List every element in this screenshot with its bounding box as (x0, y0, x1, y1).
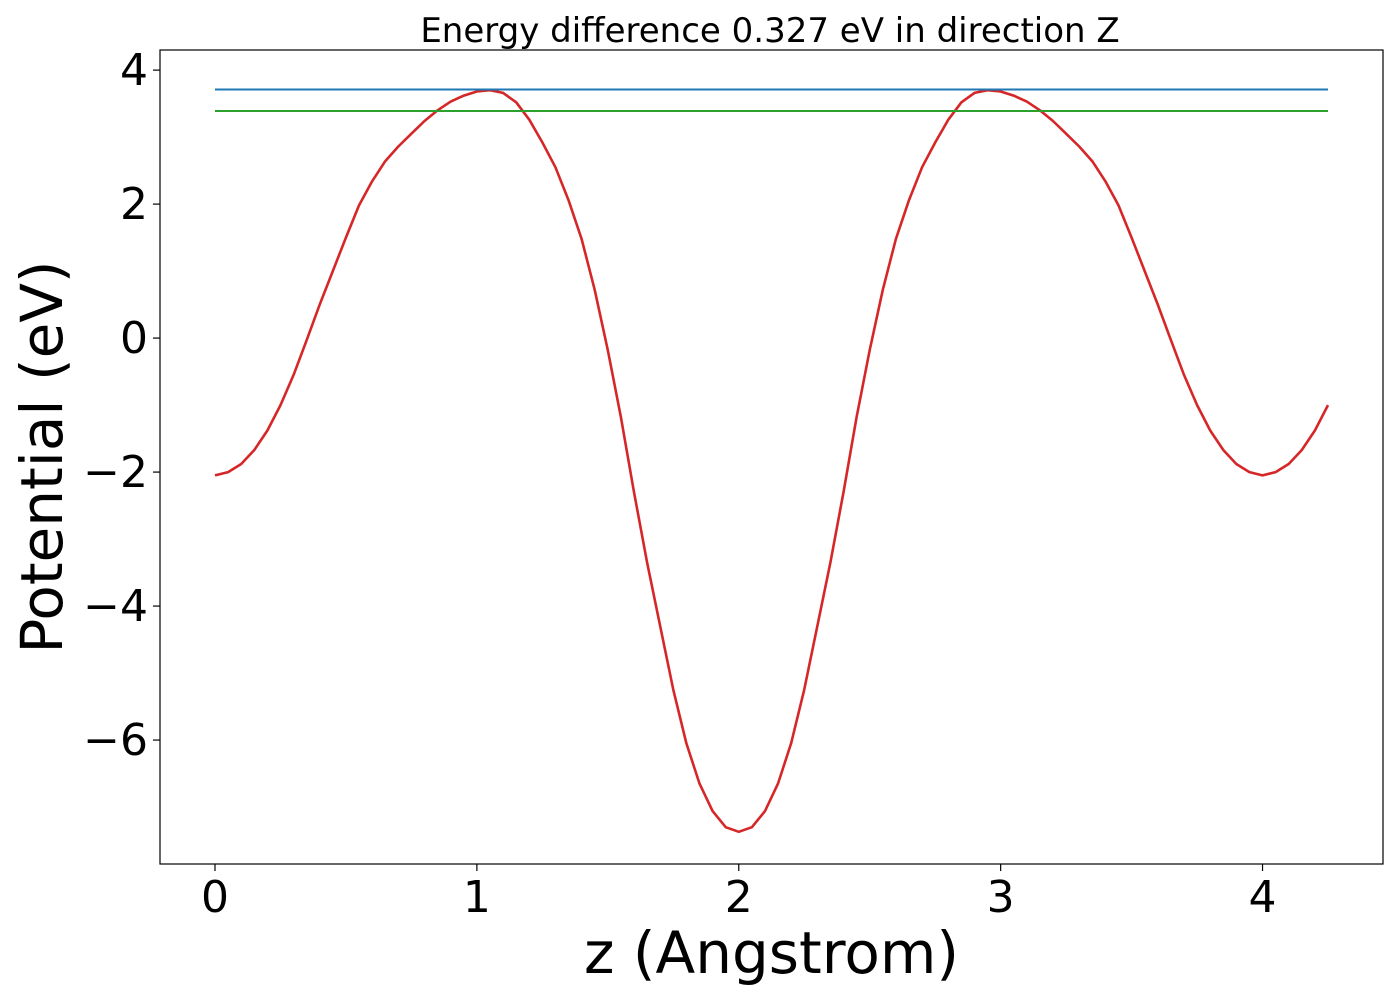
x-tick-label: 1 (463, 872, 491, 923)
x-axis-label: z (Angstrom) (584, 919, 959, 987)
series-line-1 (214, 88, 1330, 834)
chart-title: Energy difference 0.327 eV in direction … (420, 11, 1119, 51)
y-axis-label: Potential (eV) (8, 260, 76, 653)
x-tick-label: 4 (1249, 872, 1277, 923)
x-tick-label: 3 (987, 872, 1015, 923)
y-tick-label: −2 (83, 447, 148, 498)
x-tick-label: 0 (201, 872, 229, 923)
x-axis: 0 1 2 3 4 (201, 864, 1277, 923)
plot-area (214, 88, 1330, 834)
x-tick-label: 2 (725, 872, 753, 923)
y-tick-label: 4 (120, 45, 148, 96)
y-tick-label: −4 (83, 581, 148, 632)
y-tick-label: 2 (120, 179, 148, 230)
axes-frame (159, 49, 1384, 865)
y-tick-label: 0 (120, 313, 148, 364)
y-axis: −6 −4 −2 0 2 4 (83, 45, 160, 766)
y-tick-label: −6 (83, 715, 148, 766)
